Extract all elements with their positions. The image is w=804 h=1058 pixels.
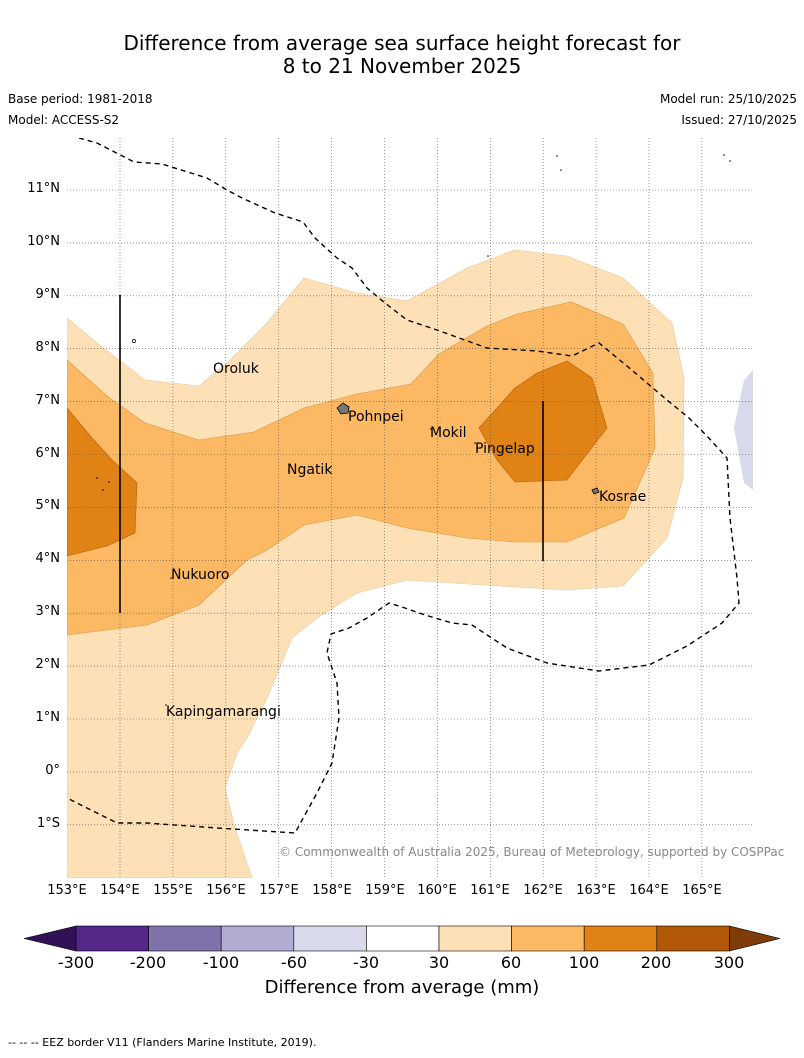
island-dot: [430, 428, 432, 430]
map-svg: [67, 138, 753, 878]
island-dot: [723, 154, 725, 156]
island-dot: [729, 160, 731, 162]
lat-label: 1°N: [35, 710, 61, 725]
base-period: Base period: 1981-2018: [8, 92, 153, 106]
colorbar-tick: -60: [280, 953, 308, 972]
lon-label: 158°E: [312, 883, 352, 898]
colorbar-tick: -200: [129, 953, 167, 972]
lat-label: 4°N: [35, 551, 61, 566]
island-dot: [96, 477, 98, 479]
colorbar-segment: [366, 925, 440, 952]
grid-lines: [67, 138, 753, 878]
issued-date: Issued: 27/10/2025: [681, 113, 797, 127]
place-label-mokil: Mokil: [430, 425, 467, 441]
map-title: Difference from average sea surface heig…: [0, 32, 804, 78]
island-dot: [108, 481, 110, 483]
colorbar-tick: 100: [568, 953, 600, 972]
lon-label: 163°E: [576, 883, 616, 898]
lat-label: 1°S: [36, 816, 60, 831]
title-line-1: Difference from average sea surface heig…: [123, 31, 681, 55]
lat-label: 0°: [45, 763, 60, 778]
colorbar-tick: 60: [500, 953, 522, 972]
lat-label: 6°N: [35, 446, 61, 461]
island-dot: [560, 169, 562, 171]
lon-label: 156°E: [206, 883, 246, 898]
lat-label: 8°N: [35, 340, 61, 355]
map-area: [67, 138, 753, 878]
colorbar-title: Difference from average (mm): [264, 977, 540, 998]
lon-label: 162°E: [523, 883, 563, 898]
colorbar-segment: [148, 925, 222, 952]
lat-label: 10°N: [27, 234, 60, 249]
copyright-notice: © Commonwealth of Australia 2025, Bureau…: [279, 845, 785, 859]
lat-label: 7°N: [35, 393, 61, 408]
eez-border: [67, 138, 740, 834]
lat-label: 11°N: [27, 181, 60, 196]
lon-label: 154°E: [100, 883, 140, 898]
lat-label: 2°N: [35, 657, 61, 672]
colorbar-segment: [656, 925, 730, 952]
lon-label: 165°E: [682, 883, 722, 898]
place-label-kapingamarangi: Kapingamarangi: [166, 704, 281, 720]
place-label-oroluk: Oroluk: [213, 361, 259, 377]
lat-label: 5°N: [35, 498, 61, 513]
place-label-ngatik: Ngatik: [287, 462, 333, 478]
colorbar-extend-low: [23, 925, 77, 952]
colorbar-segment: [438, 925, 512, 952]
eez-legend-note: -- -- -- EEZ border V11 (Flanders Marine…: [8, 1036, 317, 1049]
island-dot: [474, 442, 476, 444]
colorbar-tick: 30: [428, 953, 450, 972]
colorbar-segment: [75, 925, 149, 952]
island-dot: [288, 470, 290, 472]
place-label-kosrae: Kosrae: [599, 489, 647, 505]
lon-label: 153°E: [47, 883, 87, 898]
colorbar-segment: [293, 925, 367, 952]
place-label-nukuoro: Nukuoro: [171, 567, 230, 583]
colorbar-tick: -100: [202, 953, 240, 972]
kosrae-island: [591, 487, 600, 495]
island-dot: [102, 489, 104, 491]
place-label-pingelap: Pingelap: [475, 441, 535, 457]
island-dot: [487, 255, 489, 257]
island-dot: [170, 577, 172, 579]
island-dot: [132, 339, 136, 343]
colorbar-tick: 200: [640, 953, 672, 972]
title-line-2: 8 to 21 November 2025: [282, 54, 522, 78]
lat-label: 9°N: [35, 287, 61, 302]
colorbar-segment: [220, 925, 295, 952]
colorbar-segment: [511, 925, 585, 952]
place-label-pohnpei: Pohnpei: [348, 409, 404, 425]
colorbar-segment: [583, 925, 658, 952]
colorbar-extend-high: [729, 925, 781, 952]
colorbar-tick: 300: [713, 953, 745, 972]
lon-label: 155°E: [153, 883, 193, 898]
colorbar-tick: -300: [57, 953, 95, 972]
pohnpei-island: [336, 402, 350, 415]
colorbar: [23, 925, 781, 952]
colorbar-tick: -30: [352, 953, 380, 972]
lon-label: 161°E: [470, 883, 510, 898]
lon-label: 159°E: [365, 883, 405, 898]
lat-label: 3°N: [35, 604, 61, 619]
island-dot: [556, 155, 558, 157]
lon-label: 160°E: [417, 883, 457, 898]
model-name: Model: ACCESS-S2: [8, 113, 120, 127]
lon-label: 157°E: [259, 883, 299, 898]
contour-neg30-neg60: [734, 370, 753, 490]
model-run: Model run: 25/10/2025: [659, 92, 797, 106]
lon-label: 164°E: [629, 883, 669, 898]
island-dot: [165, 704, 167, 706]
island-dot: [214, 364, 216, 366]
